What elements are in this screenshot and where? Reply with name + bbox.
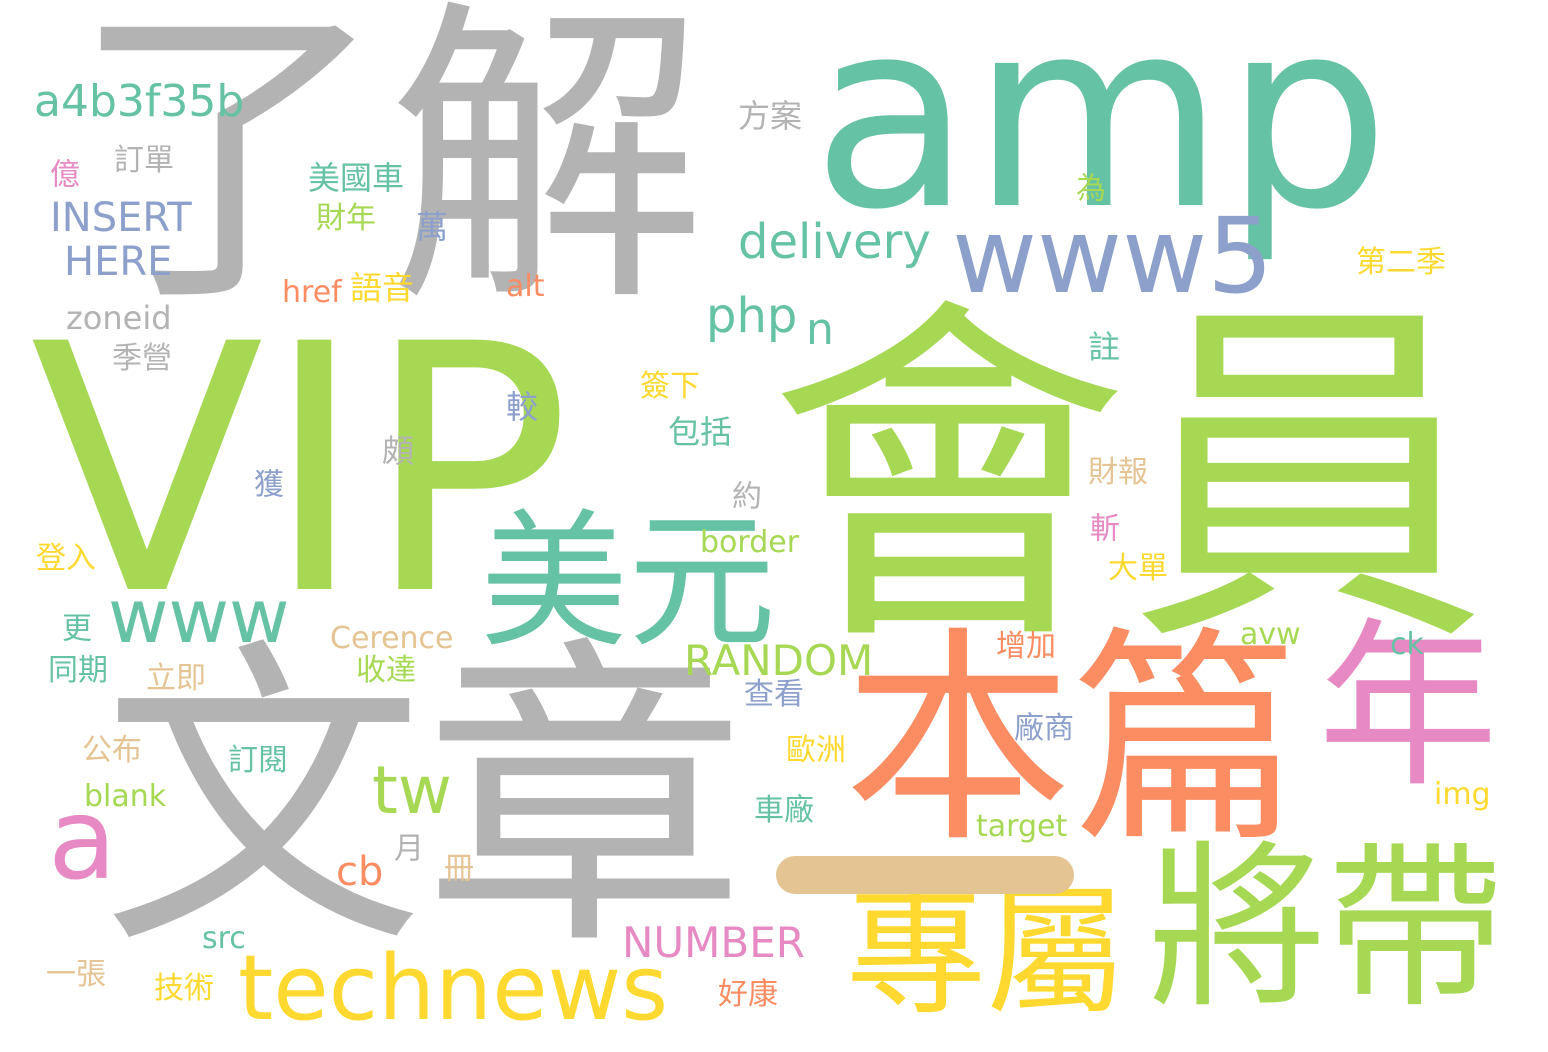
word-geng: 更 — [56, 612, 91, 642]
word-yuyin: 語音 — [350, 269, 415, 307]
word-shouda: 收達 — [356, 653, 416, 688]
word-jiangdai: 將帶 — [1148, 825, 1504, 1032]
word-chakan: 查看 — [744, 677, 804, 712]
word-tw: tw — [372, 752, 452, 829]
word-ce: 冊 — [438, 852, 473, 882]
word-jiying: 季營 — [112, 341, 172, 376]
word-dadan: 大單 — [1108, 551, 1168, 586]
word-blank: blank — [84, 779, 167, 814]
word-haokang: 好康 — [718, 977, 778, 1012]
word-cainian: 財年 — [316, 201, 376, 236]
word-yue: 約 — [726, 480, 761, 510]
word-vip: VIP — [30, 272, 572, 670]
word-zhu: 註 — [1083, 330, 1121, 362]
word-delivery: delivery — [738, 214, 931, 270]
word-wenzhang: 文章 — [102, 613, 746, 988]
word-a: a — [48, 775, 117, 905]
word-benpian: 本篇 — [844, 607, 1300, 873]
word-meiguoche: 美國車 — [308, 159, 405, 197]
word-yizhang: 一張 — [46, 957, 106, 992]
word-chechang: 車廠 — [754, 793, 814, 828]
word-target: target — [976, 809, 1068, 844]
word-zoneid: zoneid — [66, 299, 172, 337]
word-wei: 為 — [1070, 172, 1105, 202]
word-www: www — [108, 574, 290, 660]
word-caibao: 財報 — [1088, 455, 1148, 490]
word-yue-month: 月 — [388, 832, 423, 862]
word-tongqi: 同期 — [48, 653, 108, 688]
word-border: border — [700, 525, 800, 560]
word-fangan: 方案 — [738, 97, 803, 135]
word-n: n — [806, 304, 834, 355]
word-src: src — [202, 921, 246, 956]
word-zhuanshu: 專屬 — [846, 872, 1127, 1035]
word-amp: amp — [812, 0, 1390, 267]
word-technews: technews — [238, 936, 669, 1041]
word-yi: 億 — [44, 158, 79, 188]
word-yi-dash — [776, 856, 1074, 894]
word-meiyuan: 美元 — [480, 496, 776, 668]
word-dengru: 登入 — [36, 541, 96, 576]
word-href: href — [282, 275, 342, 310]
word-changshang: 廠商 — [1014, 711, 1074, 746]
word-alt: alt — [506, 269, 545, 304]
word-huiyuan: 會員 — [768, 270, 1488, 689]
word-ouzhou: 歐洲 — [786, 733, 846, 768]
word-dingdan: 訂單 — [114, 143, 174, 178]
word-qianxia: 簽下 — [640, 369, 700, 404]
word-cerence: Cerence — [330, 621, 454, 656]
word-number: NUMBER — [622, 918, 805, 967]
word-img: img — [1434, 777, 1491, 812]
word-dingyue: 訂閱 — [228, 743, 288, 778]
word-ck: ck — [1390, 627, 1424, 662]
word-insert: INSERT — [50, 195, 192, 241]
word-dierji: 第二季 — [1356, 245, 1446, 280]
word-nian: 年 — [1318, 603, 1499, 812]
word-jiao: 較 — [501, 390, 539, 422]
word-random: RANDOM — [684, 636, 874, 685]
word-baokuo: 包括 — [668, 413, 733, 451]
word-a4b3f35b: a4b3f35b — [34, 76, 245, 127]
word-cb: cb — [336, 849, 384, 895]
word-php: php — [706, 288, 798, 344]
word-here: HERE — [64, 239, 173, 285]
word-zhan: 斬 — [1084, 512, 1119, 542]
word-huo: 獲 — [248, 468, 283, 498]
word-avw: avw — [1240, 617, 1301, 652]
word-zengjia: 增加 — [996, 629, 1056, 664]
word-liji: 立即 — [146, 661, 206, 696]
word-jishu: 技術 — [154, 971, 214, 1006]
word-liaojie: 了解 — [70, 0, 706, 344]
word-po: 頗 — [377, 434, 415, 466]
word-wan: 萬 — [411, 210, 449, 242]
word-www5: www5 — [952, 195, 1274, 317]
word-gongbu: 公布 — [82, 733, 142, 768]
